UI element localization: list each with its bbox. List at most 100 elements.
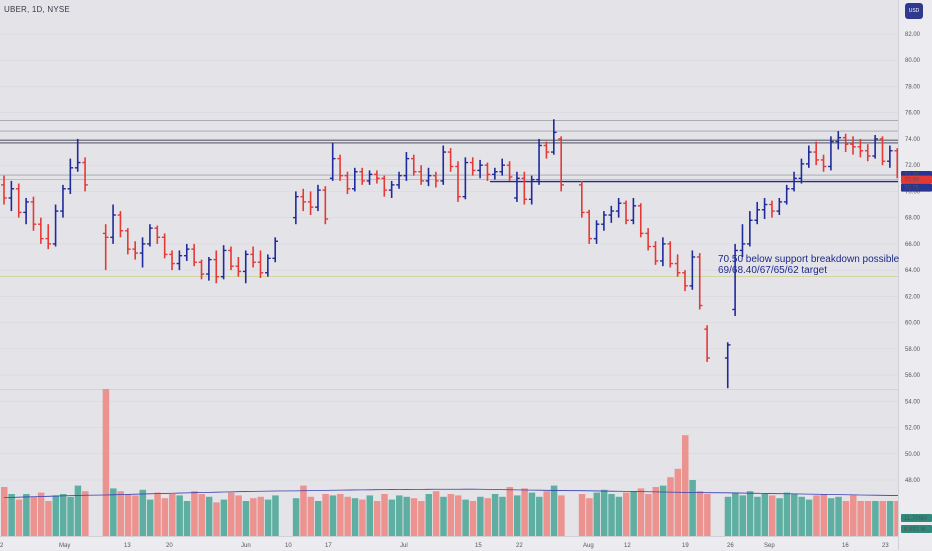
volume-bar: [667, 477, 674, 536]
volume-bar: [59, 494, 67, 536]
price-tick-label: 62.00: [905, 294, 921, 300]
volume-bar: [783, 492, 791, 536]
volume-bar: [724, 496, 732, 536]
price-badge-label: 70.90: [904, 178, 920, 184]
volume-bar: [499, 496, 506, 536]
volume-bar: [886, 501, 894, 536]
volume-bar: [462, 499, 469, 536]
volume-bar: [827, 498, 835, 536]
volume-bar: [322, 494, 329, 536]
volume-bar: [191, 491, 198, 536]
volume-bar: [198, 494, 206, 536]
volume-bar: [37, 492, 45, 536]
volume-bar: [813, 495, 820, 536]
price-tick-label: 48.00: [905, 478, 921, 484]
price-badge: [901, 183, 932, 192]
annotation-line-1: 70.50 below support breakdown possible: [718, 254, 900, 265]
volume-bar: [593, 492, 601, 536]
volume-bar: [798, 496, 805, 536]
volume-bar: [161, 498, 169, 536]
volume-bar: [805, 499, 813, 536]
volume-bar: [337, 494, 344, 536]
volume-bar: [513, 495, 521, 536]
volume-bar: [704, 494, 711, 536]
volume-bar: [623, 492, 630, 536]
volume-bar: [410, 498, 418, 536]
price-tick-label: 60.00: [905, 321, 921, 327]
volume-bar: [543, 491, 550, 536]
volume-bar: [850, 495, 857, 536]
volume-bar: [477, 496, 484, 536]
time-axis-svg: 2 May 13 20 Jun 10 17 Jul 15 22 Aug 12 19 26 Sep 16 23: [0, 543, 889, 549]
volume-moving-average: [3, 488, 898, 498]
time-tick-label: 17: [325, 543, 332, 549]
volume-bar: [329, 495, 337, 536]
volume-bar: [608, 494, 615, 536]
volume-bar: [82, 491, 89, 536]
volume-bar: [139, 489, 147, 536]
price-tick-label: 76.00: [905, 111, 921, 117]
volume-bar: [264, 499, 272, 536]
volume-bar: [506, 487, 514, 536]
volume-bar: [132, 495, 139, 536]
price-tick-label: 70.00: [905, 189, 921, 195]
price-badge-label: 11.709M: [904, 516, 927, 522]
price-axis[interactable]: 82.00 80.00 78.00 76.00 74.00 72.00 70.00 68.00…: [898, 0, 932, 550]
volume-bar: [23, 494, 30, 536]
time-tick-label: Aug: [583, 543, 594, 549]
volume-bar: [250, 498, 257, 536]
volume-bar: [381, 494, 388, 536]
volume-bar: [227, 492, 235, 536]
volume-bar: [768, 495, 776, 536]
volume-bar: [373, 501, 381, 536]
currency-button[interactable]: USD: [905, 3, 923, 19]
volume-bar: [292, 498, 300, 536]
price-tick-label: 72.00: [905, 163, 921, 169]
volume-bar: [791, 494, 798, 536]
time-tick-label: 22: [516, 543, 523, 549]
volume-bar: [344, 496, 351, 536]
volume-bar: [615, 496, 623, 536]
volume-bar: [8, 494, 15, 536]
volume-bar: [894, 501, 898, 536]
volume-bar: [681, 435, 689, 536]
volume-bar: [242, 501, 250, 536]
price-axis-svg: 82.00 80.00 78.00 76.00 74.00 72.00 70.00 68.00…: [901, 32, 932, 533]
time-tick-label: 12: [624, 543, 631, 549]
volume-bar: [257, 496, 264, 536]
volume-bar: [15, 499, 23, 536]
time-axis[interactable]: 2 May 13 20 Jun 10 17 Jul 15 22 Aug 12 19 26 Sep 16 23: [0, 536, 898, 550]
time-tick-label: 23: [882, 543, 889, 549]
volume-bar: [314, 501, 322, 536]
volume-bar: [820, 494, 828, 536]
volume-bar: [124, 494, 132, 536]
volume-bar: [689, 480, 696, 536]
volume-bar: [454, 495, 462, 536]
time-tick-label: 10: [285, 543, 292, 549]
volume-bar: [857, 501, 864, 536]
volume-bar: [879, 501, 887, 536]
volume-bar: [469, 501, 477, 536]
price-tick-label: 64.00: [905, 268, 921, 274]
volume-bar: [418, 501, 425, 536]
volume-bar: [521, 488, 528, 536]
volume-bar: [213, 502, 220, 536]
volume-bar: [630, 491, 637, 536]
time-tick-label: 13: [124, 543, 131, 549]
volume-bar: [558, 495, 565, 536]
volume-bar: [102, 389, 110, 536]
time-tick-label: May: [59, 543, 70, 549]
volume-bar: [696, 491, 704, 536]
chart-plot-area[interactable]: [0, 0, 898, 536]
ohlc-chart[interactable]: [0, 0, 898, 536]
price-tick-label: 80.00: [905, 58, 921, 64]
price-tick-label: 52.00: [905, 426, 921, 432]
volume-bar: [307, 496, 315, 536]
volume-bar: [674, 468, 682, 536]
volume-bar: [220, 499, 228, 536]
volume-bar: [403, 496, 410, 536]
price-badge-label: 8.891 M: [904, 527, 926, 533]
volume-bar: [366, 495, 374, 536]
price-tick-label: 50.00: [905, 452, 921, 458]
volume-bar: [842, 501, 850, 536]
